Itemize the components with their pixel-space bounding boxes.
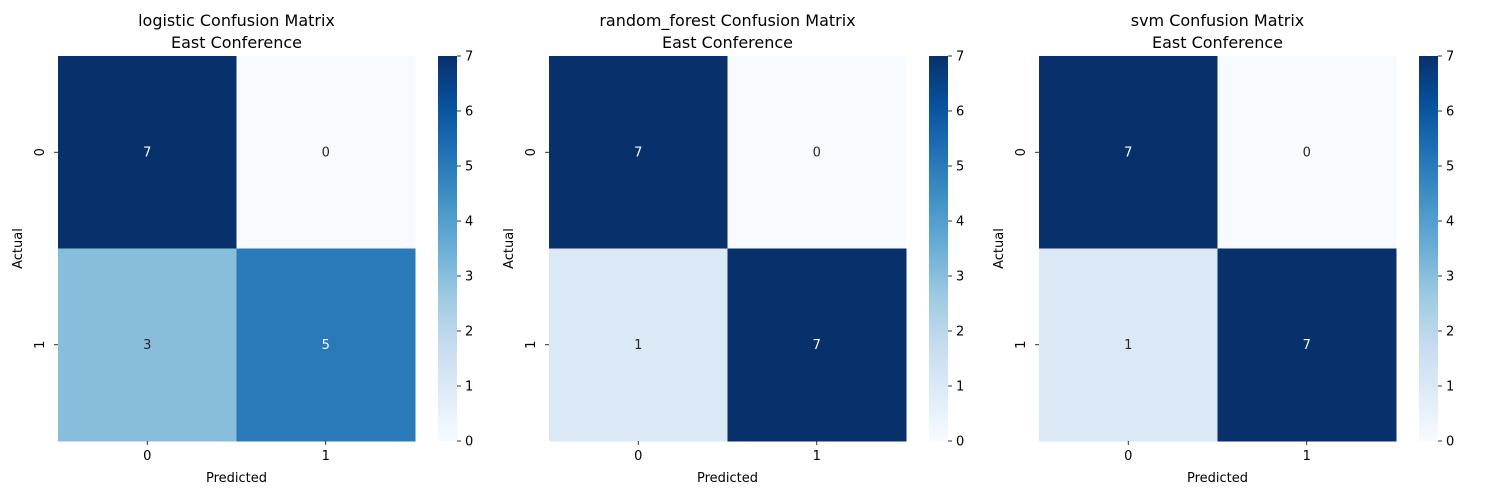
heatmap-cell [1039, 248, 1218, 442]
x-axis-label: Predicted [697, 471, 758, 486]
colorbar [1419, 56, 1438, 441]
cell-value-label: 7 [813, 338, 821, 353]
colorbar-tick-label: 6 [465, 105, 473, 120]
chart-title: random_forest Confusion Matrix [599, 11, 855, 31]
heatmap-panel-0: 7 0 3 5 0 1 0 1 Predicted Actual logistic Confusio… [11, 11, 473, 486]
heatmap-cell [1039, 56, 1218, 249]
chart-title: logistic Confusion Matrix [138, 11, 335, 30]
x-tick-label: 1 [1303, 449, 1311, 464]
colorbar-tick-label: 0 [1446, 435, 1454, 450]
x-tick-label: 0 [634, 449, 642, 464]
x-axis-label: Predicted [1187, 471, 1248, 486]
colorbar-tick-label: 0 [465, 435, 473, 450]
heatmap-cell [1217, 56, 1397, 249]
x-tick-label: 1 [322, 449, 330, 464]
colorbar [438, 56, 457, 441]
y-tick-label: 1 [33, 341, 48, 349]
heatmap-cell [549, 56, 728, 249]
y-tick-label: 1 [524, 341, 539, 349]
x-axis-label: Predicted [206, 471, 267, 486]
colorbar-tick-label: 5 [465, 160, 473, 175]
colorbar-tick-label: 3 [465, 270, 473, 285]
colorbar-tick-label: 4 [465, 215, 473, 230]
cell-value-label: 0 [1303, 145, 1311, 160]
colorbar-tick-label: 7 [956, 50, 964, 65]
colorbar-tick-label: 7 [465, 50, 473, 65]
colorbar-tick-label: 5 [1446, 160, 1454, 175]
x-tick-label: 1 [813, 449, 821, 464]
cell-value-label: 1 [634, 338, 642, 353]
heatmap-panel-2: 7 0 1 7 0 1 0 1 Predicted Actual svm Confusion Mat… [992, 11, 1454, 486]
x-tick-label: 0 [1124, 449, 1132, 464]
colorbar-tick-label: 2 [956, 325, 964, 340]
y-tick-label: 1 [1014, 341, 1029, 349]
colorbar-tick-label: 1 [465, 380, 473, 395]
colorbar-tick-label: 3 [1446, 270, 1454, 285]
y-tick-label: 0 [524, 148, 539, 156]
cell-value-label: 0 [322, 145, 330, 160]
heatmap-cell [727, 56, 907, 249]
chart-subtitle: East Conference [171, 33, 302, 52]
heatmap-panel-1: 7 0 1 7 0 1 0 1 Predicted Actual random_forest Con… [502, 11, 964, 486]
heatmap-cell [236, 56, 416, 249]
cell-value-label: 0 [813, 145, 821, 160]
heatmap-cell [549, 248, 728, 442]
colorbar [929, 56, 948, 441]
colorbar-tick-label: 6 [956, 105, 964, 120]
cell-value-label: 7 [634, 145, 642, 160]
chart-subtitle: East Conference [662, 33, 793, 52]
colorbar-tick-label: 3 [956, 270, 964, 285]
x-tick-label: 0 [143, 449, 151, 464]
y-tick-label: 0 [33, 148, 48, 156]
cell-value-label: 7 [1303, 338, 1311, 353]
chart-title: svm Confusion Matrix [1131, 11, 1305, 30]
heatmap-cell [1217, 248, 1397, 442]
heatmap-cell [58, 56, 237, 249]
chart-subtitle: East Conference [1152, 33, 1283, 52]
colorbar-tick-label: 1 [956, 380, 964, 395]
colorbar-tick-label: 2 [1446, 325, 1454, 340]
cell-value-label: 3 [143, 338, 151, 353]
cell-value-label: 7 [1124, 145, 1132, 160]
colorbar-tick-label: 1 [1446, 380, 1454, 395]
y-axis-label: Actual [11, 228, 26, 269]
heatmap-cell [727, 248, 907, 442]
colorbar-tick-label: 2 [465, 325, 473, 340]
colorbar-tick-label: 7 [1446, 50, 1454, 65]
colorbar-tick-label: 6 [1446, 105, 1454, 120]
cell-value-label: 1 [1124, 338, 1132, 353]
cell-value-label: 5 [322, 338, 330, 353]
y-axis-label: Actual [502, 228, 517, 269]
y-tick-label: 0 [1014, 148, 1029, 156]
heatmap-cell [236, 248, 416, 442]
colorbar-tick-label: 4 [956, 215, 964, 230]
y-axis-label: Actual [992, 228, 1007, 269]
colorbar-tick-label: 4 [1446, 215, 1454, 230]
colorbar-tick-label: 0 [956, 435, 964, 450]
heatmap-cell [58, 248, 237, 442]
colorbar-tick-label: 5 [956, 160, 964, 175]
cell-value-label: 7 [143, 145, 151, 160]
